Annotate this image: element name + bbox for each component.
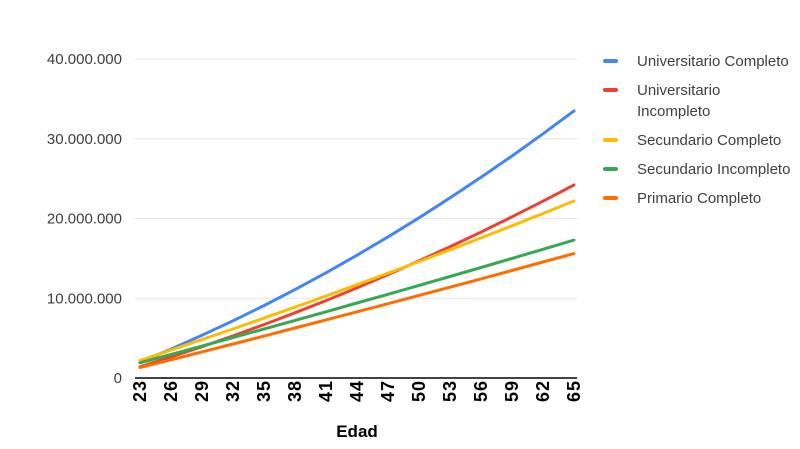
x-tick-label-65: 65 (564, 380, 584, 402)
y-tick-label-30-000-000: 30.000.000 (47, 131, 122, 148)
x-tick-label-38: 38 (285, 380, 305, 402)
series-line-primario-completo (138, 252, 576, 370)
x-tick-label-56: 56 (471, 380, 491, 402)
x-tick-label-59: 59 (502, 380, 522, 402)
x-tick-label-44: 44 (347, 380, 367, 402)
legend-item-secundario-completo: Secundario Completo (603, 130, 792, 151)
x-tick-label-26: 26 (161, 380, 181, 402)
x-tick-label-35: 35 (254, 380, 274, 402)
x-tick-label-62: 62 (533, 380, 553, 402)
x-tick-label-23: 23 (130, 380, 150, 402)
y-tick-label-40-000-000: 40.000.000 (47, 51, 122, 68)
legend-item-universitario-completo: Universitario Completo (603, 51, 792, 72)
legend-marker-icon (603, 167, 618, 171)
legend-label: Primario Completo (637, 190, 762, 207)
series-line-secundario-completo (138, 199, 576, 362)
x-tick-label-50: 50 (409, 380, 429, 402)
legend-label: Secundario Completo (637, 132, 782, 149)
x-tick-label-47: 47 (378, 380, 398, 402)
y-tick-label-0: 0 (114, 370, 122, 387)
y-tick-label-20-000-000: 20.000.000 (47, 211, 122, 228)
x-tick-label-41: 41 (316, 380, 336, 402)
x-axis-title: Edad (336, 422, 378, 441)
legend-marker-icon (603, 88, 618, 92)
legend-item-primario-completo: Primario Completo (603, 188, 792, 209)
series-line-universitario-completo (138, 109, 576, 364)
legend-marker-icon (603, 138, 618, 142)
x-tick-label-32: 32 (223, 380, 243, 402)
legend-label: Universitario Incompleto (637, 82, 721, 120)
legend-marker-icon (603, 59, 618, 63)
legend-label: Universitario Completo (637, 53, 789, 70)
legend-item-secundario-incompleto: Secundario Incompleto (603, 159, 792, 180)
legend-marker-icon (603, 196, 618, 200)
legend-label: Secundario Incompleto (637, 161, 791, 178)
series-line-secundario-incompleto (138, 238, 576, 365)
y-tick-label-10-000-000: 10.000.000 (47, 290, 122, 307)
x-tick-label-53: 53 (440, 380, 460, 402)
x-tick-label-29: 29 (192, 380, 212, 402)
legend: Universitario Completo Universitario Inco… (603, 51, 792, 209)
legend-item-universitario-incompleto: Universitario Incompleto (603, 80, 792, 122)
